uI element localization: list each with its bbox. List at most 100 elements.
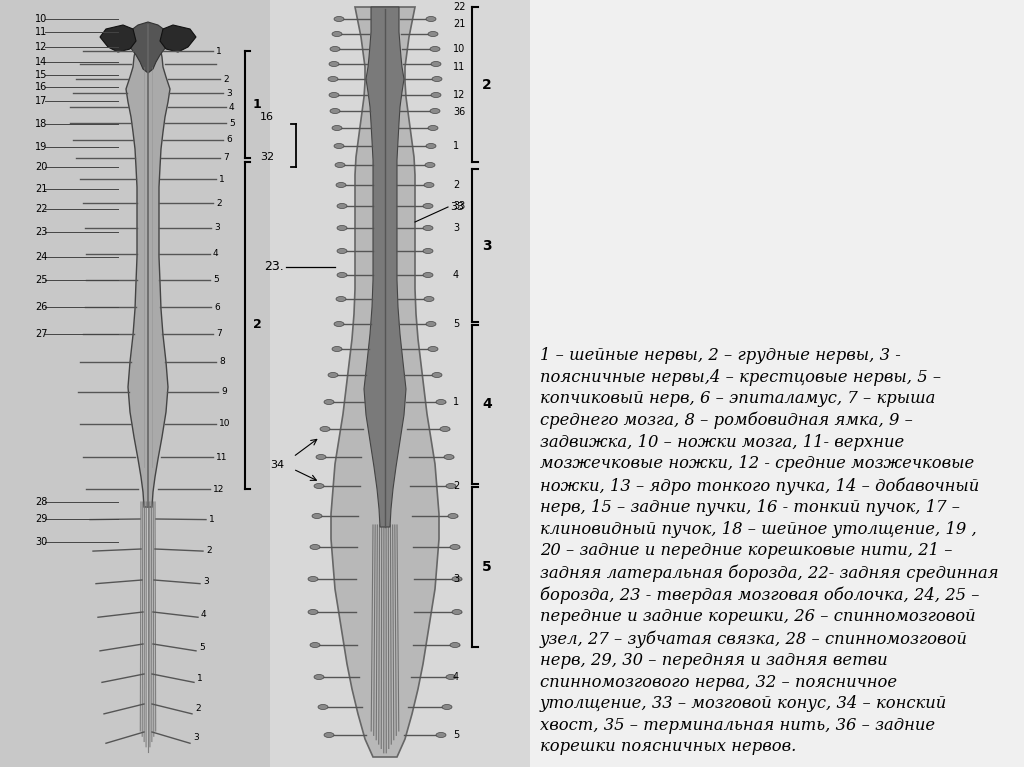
Ellipse shape (308, 610, 318, 614)
Text: 5: 5 (199, 643, 205, 652)
Text: 24: 24 (35, 252, 47, 262)
Ellipse shape (430, 47, 440, 51)
Polygon shape (331, 7, 439, 757)
Text: 6: 6 (214, 302, 220, 311)
Ellipse shape (328, 373, 338, 377)
Text: 2: 2 (453, 481, 459, 491)
Ellipse shape (424, 297, 434, 301)
Ellipse shape (424, 183, 434, 187)
Text: 3: 3 (214, 223, 220, 232)
Ellipse shape (423, 225, 433, 231)
Text: 1: 1 (453, 397, 459, 407)
Text: 29: 29 (35, 514, 47, 524)
Ellipse shape (324, 400, 334, 404)
Bar (530, 0, 1024, 767)
Ellipse shape (431, 61, 441, 67)
Text: 2: 2 (453, 180, 459, 190)
Ellipse shape (334, 143, 344, 149)
Text: 21: 21 (35, 184, 47, 194)
Ellipse shape (442, 705, 452, 709)
Ellipse shape (428, 126, 438, 130)
Text: 22: 22 (453, 2, 466, 12)
Text: 1: 1 (216, 47, 222, 55)
Ellipse shape (316, 455, 326, 459)
Text: 10: 10 (453, 44, 465, 54)
Text: 3: 3 (453, 223, 459, 233)
Text: 36: 36 (453, 107, 465, 117)
Ellipse shape (446, 483, 456, 489)
Text: 12: 12 (453, 90, 465, 100)
Text: 6: 6 (226, 136, 231, 144)
Ellipse shape (436, 732, 446, 738)
Text: 15: 15 (35, 70, 47, 80)
Text: 5: 5 (213, 275, 219, 285)
Text: 1: 1 (253, 98, 262, 111)
Text: 1: 1 (209, 515, 215, 524)
Text: 23.: 23. (264, 261, 284, 274)
Text: 2: 2 (482, 78, 492, 92)
Text: 2: 2 (195, 704, 201, 713)
Text: 21: 21 (453, 19, 465, 29)
Text: 27: 27 (35, 329, 47, 339)
Ellipse shape (452, 610, 462, 614)
Text: 4: 4 (453, 270, 459, 280)
Ellipse shape (446, 674, 456, 680)
Text: 30: 30 (35, 537, 47, 547)
Text: 1: 1 (219, 175, 224, 183)
Ellipse shape (312, 513, 322, 518)
Ellipse shape (329, 93, 339, 97)
Text: 3: 3 (203, 578, 209, 586)
Text: 1: 1 (453, 141, 459, 151)
Polygon shape (126, 25, 170, 507)
Ellipse shape (308, 577, 318, 581)
Ellipse shape (428, 31, 438, 37)
Ellipse shape (324, 732, 334, 738)
Text: 4: 4 (482, 397, 492, 412)
Text: 2: 2 (223, 74, 228, 84)
Bar (0, 0, 270, 767)
Ellipse shape (332, 126, 342, 130)
Text: 12: 12 (213, 485, 224, 493)
Ellipse shape (328, 77, 338, 81)
Text: 10: 10 (35, 14, 47, 24)
Ellipse shape (452, 577, 462, 581)
Text: 23: 23 (35, 227, 47, 237)
Text: 7: 7 (216, 330, 222, 338)
Ellipse shape (432, 373, 442, 377)
Ellipse shape (314, 483, 324, 489)
Text: 28: 28 (35, 497, 47, 507)
Ellipse shape (336, 183, 346, 187)
Text: 2: 2 (253, 318, 262, 331)
Text: 4: 4 (229, 103, 234, 111)
Ellipse shape (332, 347, 342, 351)
Ellipse shape (440, 426, 450, 432)
Text: 17: 17 (35, 96, 47, 106)
Text: 4: 4 (453, 672, 459, 682)
Ellipse shape (337, 225, 347, 231)
Bar (270, 0, 535, 767)
Ellipse shape (430, 108, 440, 114)
Text: 9: 9 (221, 387, 226, 397)
Ellipse shape (330, 47, 340, 51)
Ellipse shape (436, 400, 446, 404)
Text: 14: 14 (35, 57, 47, 67)
Polygon shape (128, 22, 168, 73)
Ellipse shape (425, 163, 435, 167)
Ellipse shape (431, 93, 441, 97)
Text: 5: 5 (453, 319, 459, 329)
Text: 5: 5 (453, 730, 459, 740)
Ellipse shape (318, 705, 328, 709)
Text: 2: 2 (206, 545, 212, 555)
Text: 34: 34 (270, 460, 284, 470)
Ellipse shape (334, 17, 344, 21)
Ellipse shape (432, 77, 442, 81)
Ellipse shape (426, 17, 436, 21)
Ellipse shape (428, 347, 438, 351)
Text: 5: 5 (482, 560, 492, 574)
Ellipse shape (426, 321, 436, 327)
Text: 12: 12 (35, 42, 47, 52)
Ellipse shape (332, 31, 342, 37)
Text: 25: 25 (35, 275, 47, 285)
Ellipse shape (337, 272, 347, 278)
Ellipse shape (334, 321, 344, 327)
